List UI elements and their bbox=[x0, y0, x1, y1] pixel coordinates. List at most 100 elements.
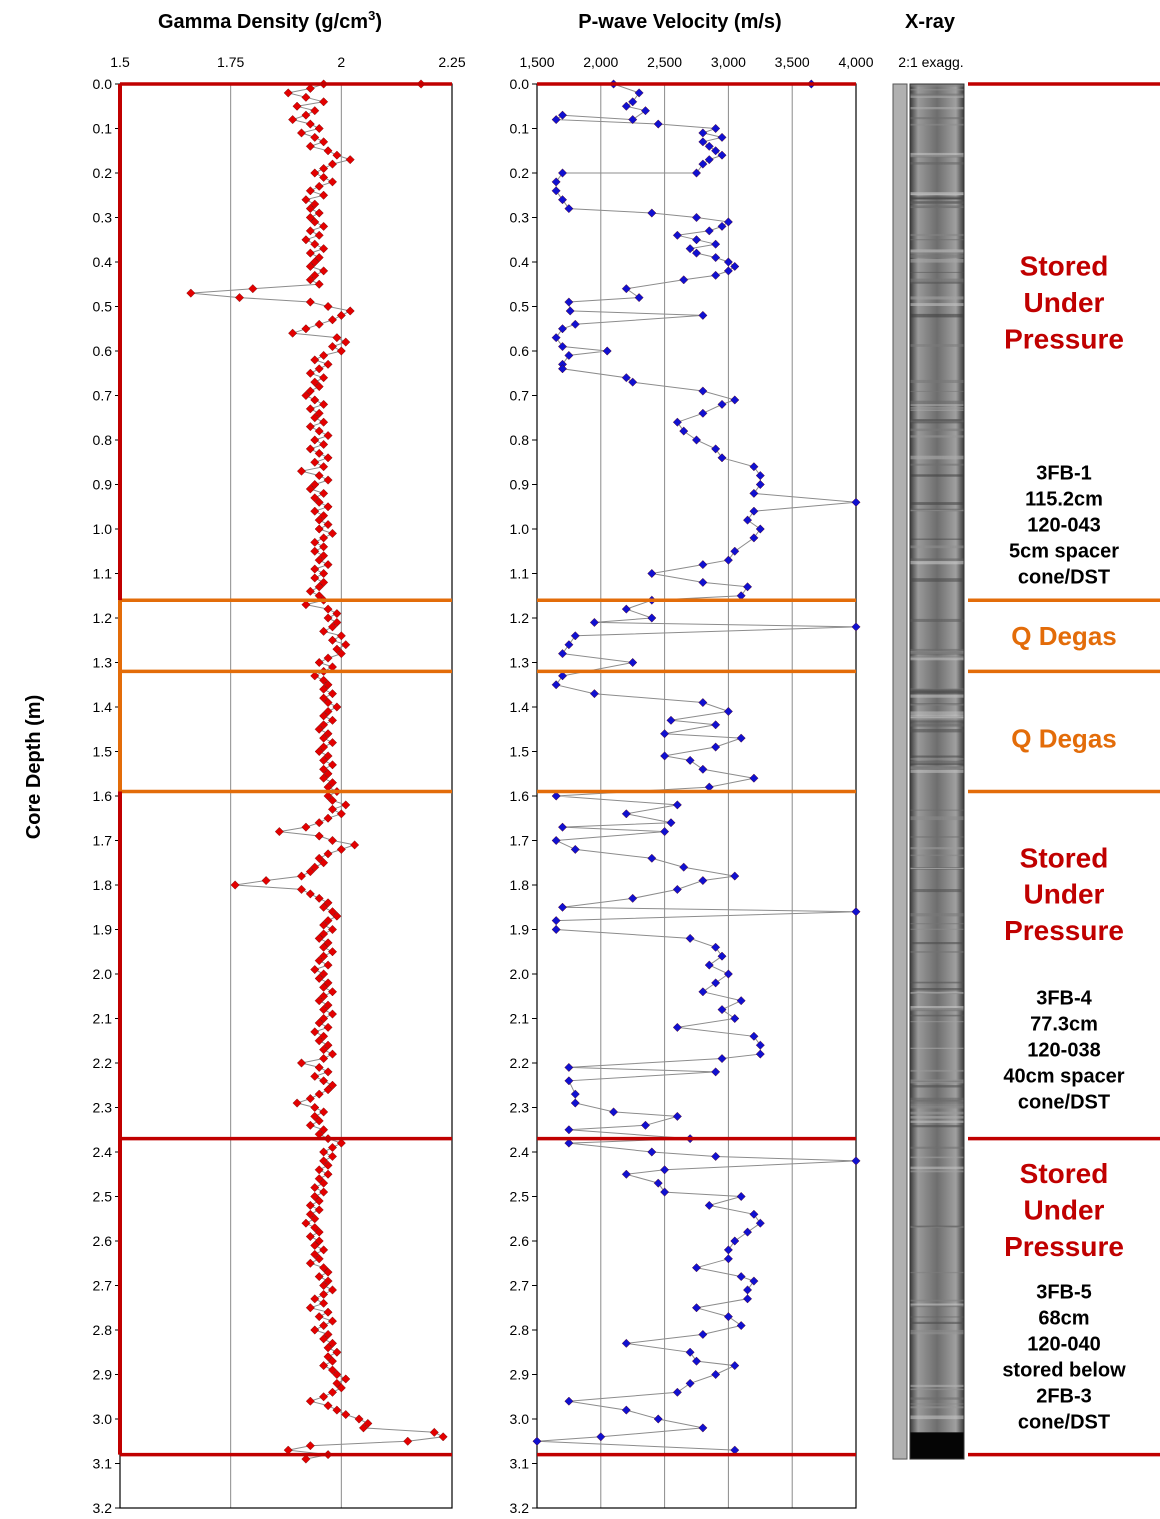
pwave-y-tick-label: 0.2 bbox=[510, 165, 530, 181]
pwave-data-point bbox=[647, 853, 657, 863]
gamma-data-point bbox=[332, 1370, 342, 1379]
gamma-data-point bbox=[323, 560, 333, 570]
gamma-data-point bbox=[314, 524, 324, 534]
gamma-data-point bbox=[319, 733, 329, 743]
pwave-data-point bbox=[698, 159, 708, 169]
pwave-data-point bbox=[558, 649, 568, 659]
gamma-data-point bbox=[327, 947, 337, 957]
gamma-data-point bbox=[314, 555, 324, 565]
xray-band bbox=[910, 1305, 964, 1308]
gamma-data-point bbox=[319, 1263, 329, 1273]
gamma-data-point bbox=[319, 1392, 329, 1402]
annotation-line: 3FB-5 bbox=[1036, 1282, 1092, 1304]
gamma-data-point bbox=[323, 769, 333, 779]
gamma-data-point bbox=[319, 711, 329, 721]
gamma-data-point bbox=[314, 1062, 324, 1072]
pwave-y-tick-label: 2.9 bbox=[510, 1367, 530, 1383]
pwave-data-point bbox=[755, 1049, 765, 1059]
gamma-data-point bbox=[310, 199, 320, 209]
pwave-data-point bbox=[711, 978, 721, 988]
xray-band bbox=[910, 152, 964, 157]
pwave-data-point bbox=[558, 324, 568, 334]
gamma-data-point bbox=[345, 155, 355, 165]
xray-band bbox=[910, 1166, 964, 1170]
pwave-data-point bbox=[723, 217, 733, 227]
gamma-data-point bbox=[314, 279, 324, 289]
xray-band bbox=[910, 193, 964, 196]
gamma-data-point bbox=[332, 911, 342, 921]
pwave-data-point bbox=[698, 1423, 708, 1433]
xray-band bbox=[910, 249, 964, 253]
gamma-data-point bbox=[327, 159, 337, 169]
gamma-data-point bbox=[310, 1325, 320, 1335]
pwave-data-point bbox=[672, 1022, 682, 1032]
gamma-data-point bbox=[319, 982, 329, 992]
gamma-data-point bbox=[305, 889, 315, 899]
annotation-line: Pressure bbox=[1004, 1231, 1124, 1262]
pwave-data-point bbox=[704, 226, 714, 236]
gamma-data-point bbox=[314, 426, 324, 436]
pwave-data-point bbox=[736, 1321, 746, 1331]
annotation-line: Under bbox=[1024, 879, 1105, 910]
xray-band bbox=[910, 1271, 964, 1274]
gamma-data-point bbox=[323, 146, 333, 156]
xray-band bbox=[910, 107, 964, 110]
gamma-data-point bbox=[327, 1356, 337, 1366]
gamma-data-point bbox=[301, 110, 311, 120]
gamma-data-point bbox=[310, 1111, 320, 1121]
pwave-data-point bbox=[711, 239, 721, 249]
pwave-data-point bbox=[660, 827, 670, 837]
gamma-y-tick-label: 1.0 bbox=[93, 521, 113, 537]
pwave-data-point bbox=[685, 755, 695, 765]
pwave-y-tick-label: 0.4 bbox=[510, 254, 530, 270]
gamma-data-point bbox=[314, 1272, 324, 1282]
pwave-y-tick-label: 3.2 bbox=[510, 1500, 530, 1516]
gamma-data-point bbox=[319, 417, 329, 427]
gamma-data-point bbox=[248, 284, 258, 294]
gamma-data-point bbox=[310, 1249, 320, 1259]
gamma-data-point bbox=[319, 1107, 329, 1117]
pwave-data-point bbox=[704, 155, 714, 165]
gamma-data-point bbox=[323, 1160, 333, 1170]
gamma-data-point bbox=[319, 902, 329, 912]
xray-band bbox=[910, 1047, 964, 1049]
xray-band bbox=[910, 1008, 964, 1012]
pwave-data-point bbox=[711, 444, 721, 454]
gamma-data-point bbox=[327, 1080, 337, 1090]
gamma-data-point bbox=[323, 698, 333, 708]
pwave-data-point bbox=[723, 1254, 733, 1264]
gamma-data-point bbox=[319, 920, 329, 930]
gamma-data-point bbox=[288, 328, 298, 338]
pwave-data-point bbox=[558, 342, 568, 352]
pwave-data-point bbox=[717, 453, 727, 463]
xray-band bbox=[910, 1329, 964, 1333]
gamma-data-point bbox=[319, 350, 329, 360]
pwave-data-point bbox=[717, 951, 727, 961]
pwave-data-point bbox=[640, 106, 650, 116]
gamma-y-tick-label: 1.2 bbox=[93, 610, 113, 626]
annotation-line: Under bbox=[1024, 287, 1105, 318]
xray-band bbox=[910, 404, 964, 406]
gamma-data-point bbox=[323, 1401, 333, 1411]
gamma-data-point bbox=[297, 884, 306, 894]
gamma-data-point bbox=[314, 818, 324, 828]
pwave-data-point bbox=[743, 1227, 753, 1237]
annotation-line: 120-040 bbox=[1027, 1334, 1100, 1356]
pwave-data-point bbox=[634, 293, 644, 303]
xray-band bbox=[910, 755, 964, 758]
pwave-y-tick-label: 0.9 bbox=[510, 477, 530, 493]
pwave-data-point bbox=[551, 333, 561, 343]
gamma-data-point bbox=[297, 1058, 306, 1068]
pwave-data-point bbox=[755, 1218, 765, 1228]
gamma-data-point bbox=[323, 978, 333, 988]
xray-band bbox=[910, 407, 964, 409]
xray-band bbox=[910, 93, 964, 97]
xray-band bbox=[910, 1097, 964, 1102]
gamma-data-point bbox=[310, 862, 320, 872]
xray-band bbox=[910, 992, 964, 995]
gamma-data-point bbox=[310, 1192, 320, 1201]
pwave-data-point bbox=[711, 270, 721, 280]
gamma-data-point bbox=[292, 101, 302, 111]
pwave-data-point bbox=[660, 751, 670, 761]
gamma-data-point bbox=[310, 965, 320, 975]
